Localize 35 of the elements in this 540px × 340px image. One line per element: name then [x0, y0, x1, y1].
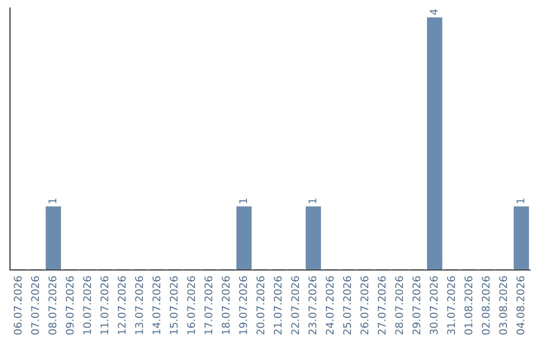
x-tick-label: 07.07.2026: [31, 276, 40, 335]
x-tick-label: 24.07.2026: [326, 276, 334, 334]
x-tick-label: 31.07.2026: [447, 276, 456, 334]
data-label: 1: [48, 198, 56, 204]
x-tick-label: 29.07.2026: [412, 276, 420, 334]
x-tick-label: 08.07.2026: [48, 276, 56, 335]
x-tick-label: 23.07.2026: [308, 276, 316, 334]
x-tick-label: 21.07.2026: [274, 276, 282, 334]
data-label: 1: [308, 198, 316, 204]
x-tick-label: 28.07.2026: [395, 276, 404, 334]
x-tick-label: 13.07.2026: [135, 276, 144, 334]
x-tick-label: 17.07.2026: [204, 276, 212, 334]
data-label: 1: [516, 198, 524, 204]
x-tick-label: 25.07.2026: [343, 276, 352, 334]
x-tick-label: 15.07.2026: [170, 276, 178, 334]
x-tick-label: 30.07.2026: [430, 276, 438, 334]
x-tick-label: 06.07.2026: [14, 276, 22, 335]
x-tick-label: 18.07.2026: [222, 276, 230, 334]
x-tick-label: 09.07.2026: [66, 276, 74, 335]
x-tick-label: 10.07.2026: [83, 276, 92, 334]
x-tick-label: 16.07.2026: [187, 276, 196, 334]
x-tick-label: 01.08.2026: [464, 276, 472, 335]
data-label: 4: [430, 9, 438, 15]
x-tick-label: 14.07.2026: [152, 276, 160, 334]
x-tick-label: 27.07.2026: [378, 276, 386, 334]
x-tick-label: 02.08.2026: [482, 276, 490, 335]
x-tick-label: 04.08.2026: [516, 276, 524, 335]
x-tick-label: 12.07.2026: [118, 276, 126, 334]
x-tick-label: 26.07.2026: [360, 276, 368, 334]
x-tick-label: 22.07.2026: [291, 276, 300, 334]
x-tick-label: 11.07.2026: [100, 276, 108, 334]
x-tick-label: 03.08.2026: [499, 276, 508, 335]
x-tick-label: 19.07.2026: [239, 276, 248, 334]
x-tick-label: 20.07.2026: [256, 276, 264, 334]
data-label: 1: [239, 198, 247, 204]
